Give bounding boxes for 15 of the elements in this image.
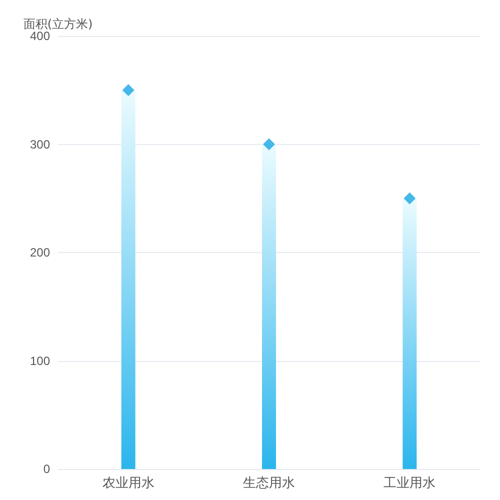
- point: [122, 84, 134, 96]
- x-tick-label: 生态用水: [243, 476, 295, 491]
- y-tick-label: 100: [30, 354, 50, 368]
- y-tick-label: 200: [30, 246, 50, 260]
- y-tick-label: 400: [30, 29, 50, 43]
- x-tick-label: 农业用水: [102, 476, 154, 491]
- point: [263, 138, 275, 150]
- point: [404, 192, 416, 204]
- x-tick-label: 工业用水: [384, 476, 436, 491]
- bar: [402, 198, 417, 469]
- bar: [262, 144, 276, 469]
- y-axis-title: 面积(立方米): [23, 17, 93, 31]
- y-tick-label: 0: [43, 462, 50, 476]
- y-tick-label: 300: [30, 137, 50, 152]
- bar: [121, 90, 136, 469]
